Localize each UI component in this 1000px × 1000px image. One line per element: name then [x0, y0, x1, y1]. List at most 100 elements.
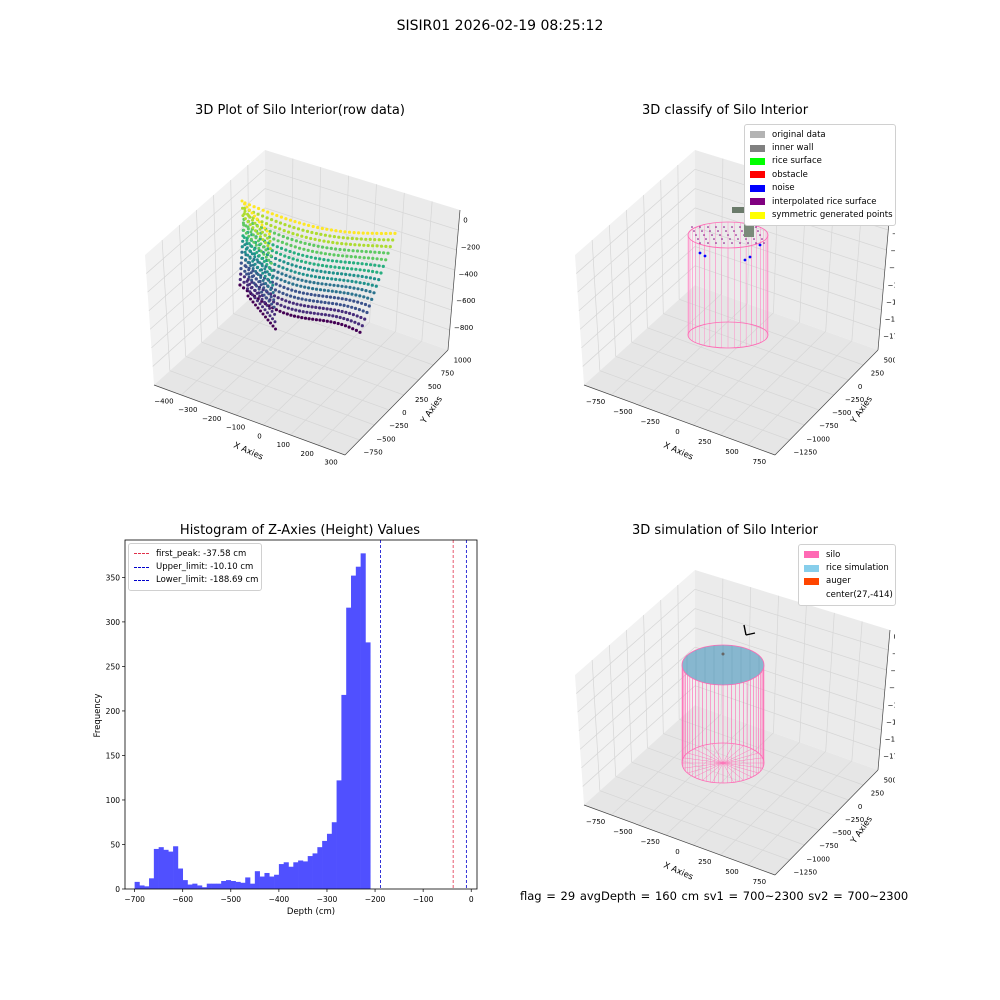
histogram-bar	[259, 876, 265, 889]
scatter-point	[257, 280, 261, 284]
grid-line	[677, 584, 680, 720]
scatter-point	[251, 293, 254, 297]
legend-swatch	[750, 131, 765, 139]
scatter-point	[364, 250, 368, 254]
scatter-point	[251, 233, 255, 237]
scatter-point	[274, 256, 278, 261]
scatter-point	[309, 236, 313, 241]
grid-line	[677, 164, 680, 300]
scatter-point	[269, 223, 273, 228]
histogram-bar	[153, 848, 159, 889]
scatter-point	[287, 230, 291, 234]
scatter-point	[262, 260, 266, 263]
x-tick-label: −300	[178, 406, 197, 414]
scatter-point	[298, 246, 302, 250]
plot1-3d-scatter: −400 −300 −200 −100 0 100 200 300 −750 −500 −250 0 2…	[145, 150, 480, 465]
scatter-point	[299, 259, 304, 263]
grid-line	[660, 179, 664, 314]
legend-swatch	[750, 157, 765, 165]
scatter-point	[244, 224, 248, 228]
scatter-point	[280, 272, 284, 276]
grid-line	[217, 327, 404, 396]
scatter-point	[353, 243, 357, 247]
grid-line	[196, 209, 202, 343]
scatter-point	[249, 264, 253, 267]
y-tick-label: −500	[376, 435, 395, 443]
grid-line	[694, 627, 885, 691]
grid-line	[608, 224, 617, 357]
scatter-point	[320, 282, 324, 286]
scatter-point	[307, 267, 311, 271]
scatter-point	[258, 220, 261, 224]
scatter-point	[292, 276, 296, 280]
scatter-point	[293, 245, 297, 249]
scatter-point	[292, 251, 296, 255]
surface-point	[741, 230, 743, 232]
surface-point	[739, 242, 741, 244]
scatter-point	[258, 294, 262, 298]
grid-line	[599, 790, 790, 861]
scatter-point	[268, 306, 272, 310]
z-tick-label: −500	[891, 667, 895, 675]
legend-label: first_peak: -37.58 cm	[156, 548, 247, 559]
surface-point	[707, 242, 709, 244]
scatter-point	[319, 232, 323, 236]
z-axis-line	[877, 209, 891, 351]
grid-line	[694, 608, 887, 671]
histogram-bars	[134, 553, 371, 889]
scatter-point	[349, 255, 353, 259]
scatter-point	[366, 243, 370, 248]
scatter-point	[346, 279, 350, 283]
scatter-point	[362, 295, 366, 299]
scatter-point	[325, 307, 329, 311]
scatter-point	[321, 276, 326, 280]
scatter-point	[243, 243, 247, 247]
scatter-point	[341, 236, 345, 240]
scatter-point	[294, 264, 298, 268]
scatter-point	[337, 266, 341, 270]
scatter-point	[243, 217, 247, 221]
y-tick-label: −1250	[793, 868, 817, 876]
scatter-point	[314, 305, 318, 309]
scatter-point	[308, 298, 312, 302]
scatter-point	[283, 223, 287, 227]
scatter-point	[254, 303, 257, 307]
scatter-point	[269, 254, 273, 258]
scatter-point	[282, 260, 286, 264]
grid-line	[720, 158, 724, 295]
surface-point	[745, 238, 747, 240]
scatter-point	[242, 236, 246, 239]
scatter-point	[261, 208, 265, 212]
scatter-point	[252, 205, 256, 209]
surface-point	[727, 234, 729, 236]
grid-line	[631, 761, 820, 831]
scatter-point	[245, 239, 249, 242]
x-axis-line	[583, 384, 776, 456]
scatter-point	[265, 263, 269, 266]
scatter-point	[381, 264, 385, 268]
surface-point	[755, 242, 757, 244]
grid-line	[264, 168, 459, 231]
scatter-point	[293, 270, 297, 274]
scatter-point	[334, 277, 338, 281]
scatter-point	[266, 236, 269, 240]
grid-line	[665, 312, 774, 416]
y-tick-label: −1000	[806, 855, 830, 863]
legend-entry: rice surface	[750, 155, 890, 168]
z-axis-line	[877, 629, 891, 771]
scatter-point	[330, 277, 334, 281]
z-tick-label: −250	[892, 230, 895, 238]
grid-line	[581, 666, 696, 769]
scatter-point	[266, 318, 270, 322]
grid-line	[591, 239, 601, 371]
surface-point	[755, 226, 757, 228]
z-tick-label: −250	[892, 650, 895, 658]
scatter-point	[304, 260, 308, 264]
scatter-point	[246, 227, 250, 231]
x-tick-label: −250	[641, 418, 660, 426]
scatter-point	[294, 308, 298, 312]
scatter-point	[264, 222, 269, 226]
scatter-point	[329, 246, 333, 250]
scatter-point	[300, 297, 304, 301]
x-tick-label: 750	[753, 878, 766, 885]
